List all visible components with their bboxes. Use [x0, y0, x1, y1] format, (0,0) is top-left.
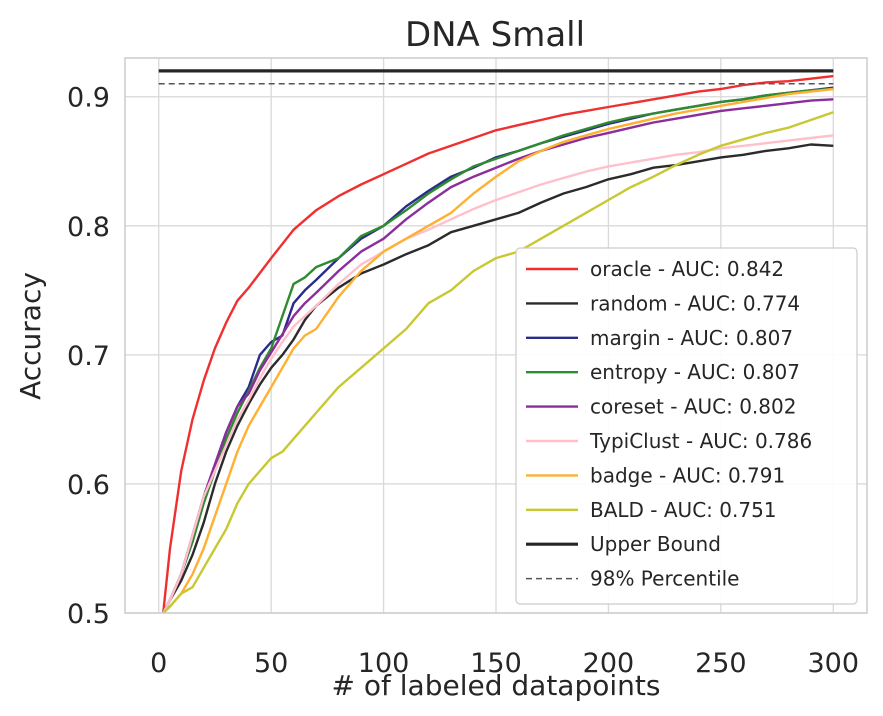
axis-ticks: 0 50 100 150 200 250 300 0.5 0.6 0.7 0.8 0.9: [67, 83, 859, 679]
legend-entry-label: entropy - AUC: 0.807: [590, 360, 800, 384]
series-line-6: [162, 87, 834, 614]
legend-entry-label: coreset - AUC: 0.802: [590, 395, 796, 419]
legend-entry-label: oracle - AUC: 0.842: [590, 257, 784, 281]
x-tick-label: 50: [254, 648, 288, 679]
y-tick-label: 0.9: [67, 83, 110, 114]
series-line-4: [162, 98, 834, 614]
legend-entry-label: TypiClust - AUC: 0.786: [589, 429, 812, 453]
legend-entry-label: Upper Bound: [590, 532, 721, 556]
x-tick-label: 150: [470, 648, 522, 679]
series-line-0: [162, 74, 834, 614]
y-tick-label: 0.8: [67, 212, 110, 243]
legend-entry-label: badge - AUC: 0.791: [590, 463, 785, 487]
legend-entry-label: random - AUC: 0.774: [590, 291, 800, 315]
plot-frame: [124, 57, 868, 614]
legend-box: [515, 247, 858, 605]
legend-entry-label: BALD - AUC: 0.751: [590, 498, 777, 522]
chart-title: DNA Small: [405, 15, 585, 55]
x-tick-label: 0: [150, 648, 167, 679]
y-axis-label: Accuracy: [14, 272, 47, 400]
y-tick-label: 0.5: [67, 599, 110, 630]
series-line-1: [162, 143, 834, 614]
series-line-5: [162, 134, 834, 614]
x-axis-label: # of labeled datapoints: [332, 669, 661, 702]
x-tick-label: 100: [358, 648, 410, 679]
legend: oracle - AUC: 0.842 random - AUC: 0.774 ma…: [515, 247, 858, 605]
y-tick-label: 0.7: [67, 341, 110, 372]
legend-entry-label: margin - AUC: 0.807: [590, 326, 793, 350]
series-line-3: [162, 87, 834, 614]
legend-entry-label: 98% Percentile: [590, 567, 739, 591]
x-tick-label: 300: [807, 648, 859, 679]
series-line-7: [162, 111, 834, 614]
x-tick-label: 200: [583, 648, 635, 679]
plot-lines: [158, 69, 834, 614]
y-tick-label: 0.6: [67, 470, 110, 501]
x-tick-label: 250: [695, 648, 747, 679]
